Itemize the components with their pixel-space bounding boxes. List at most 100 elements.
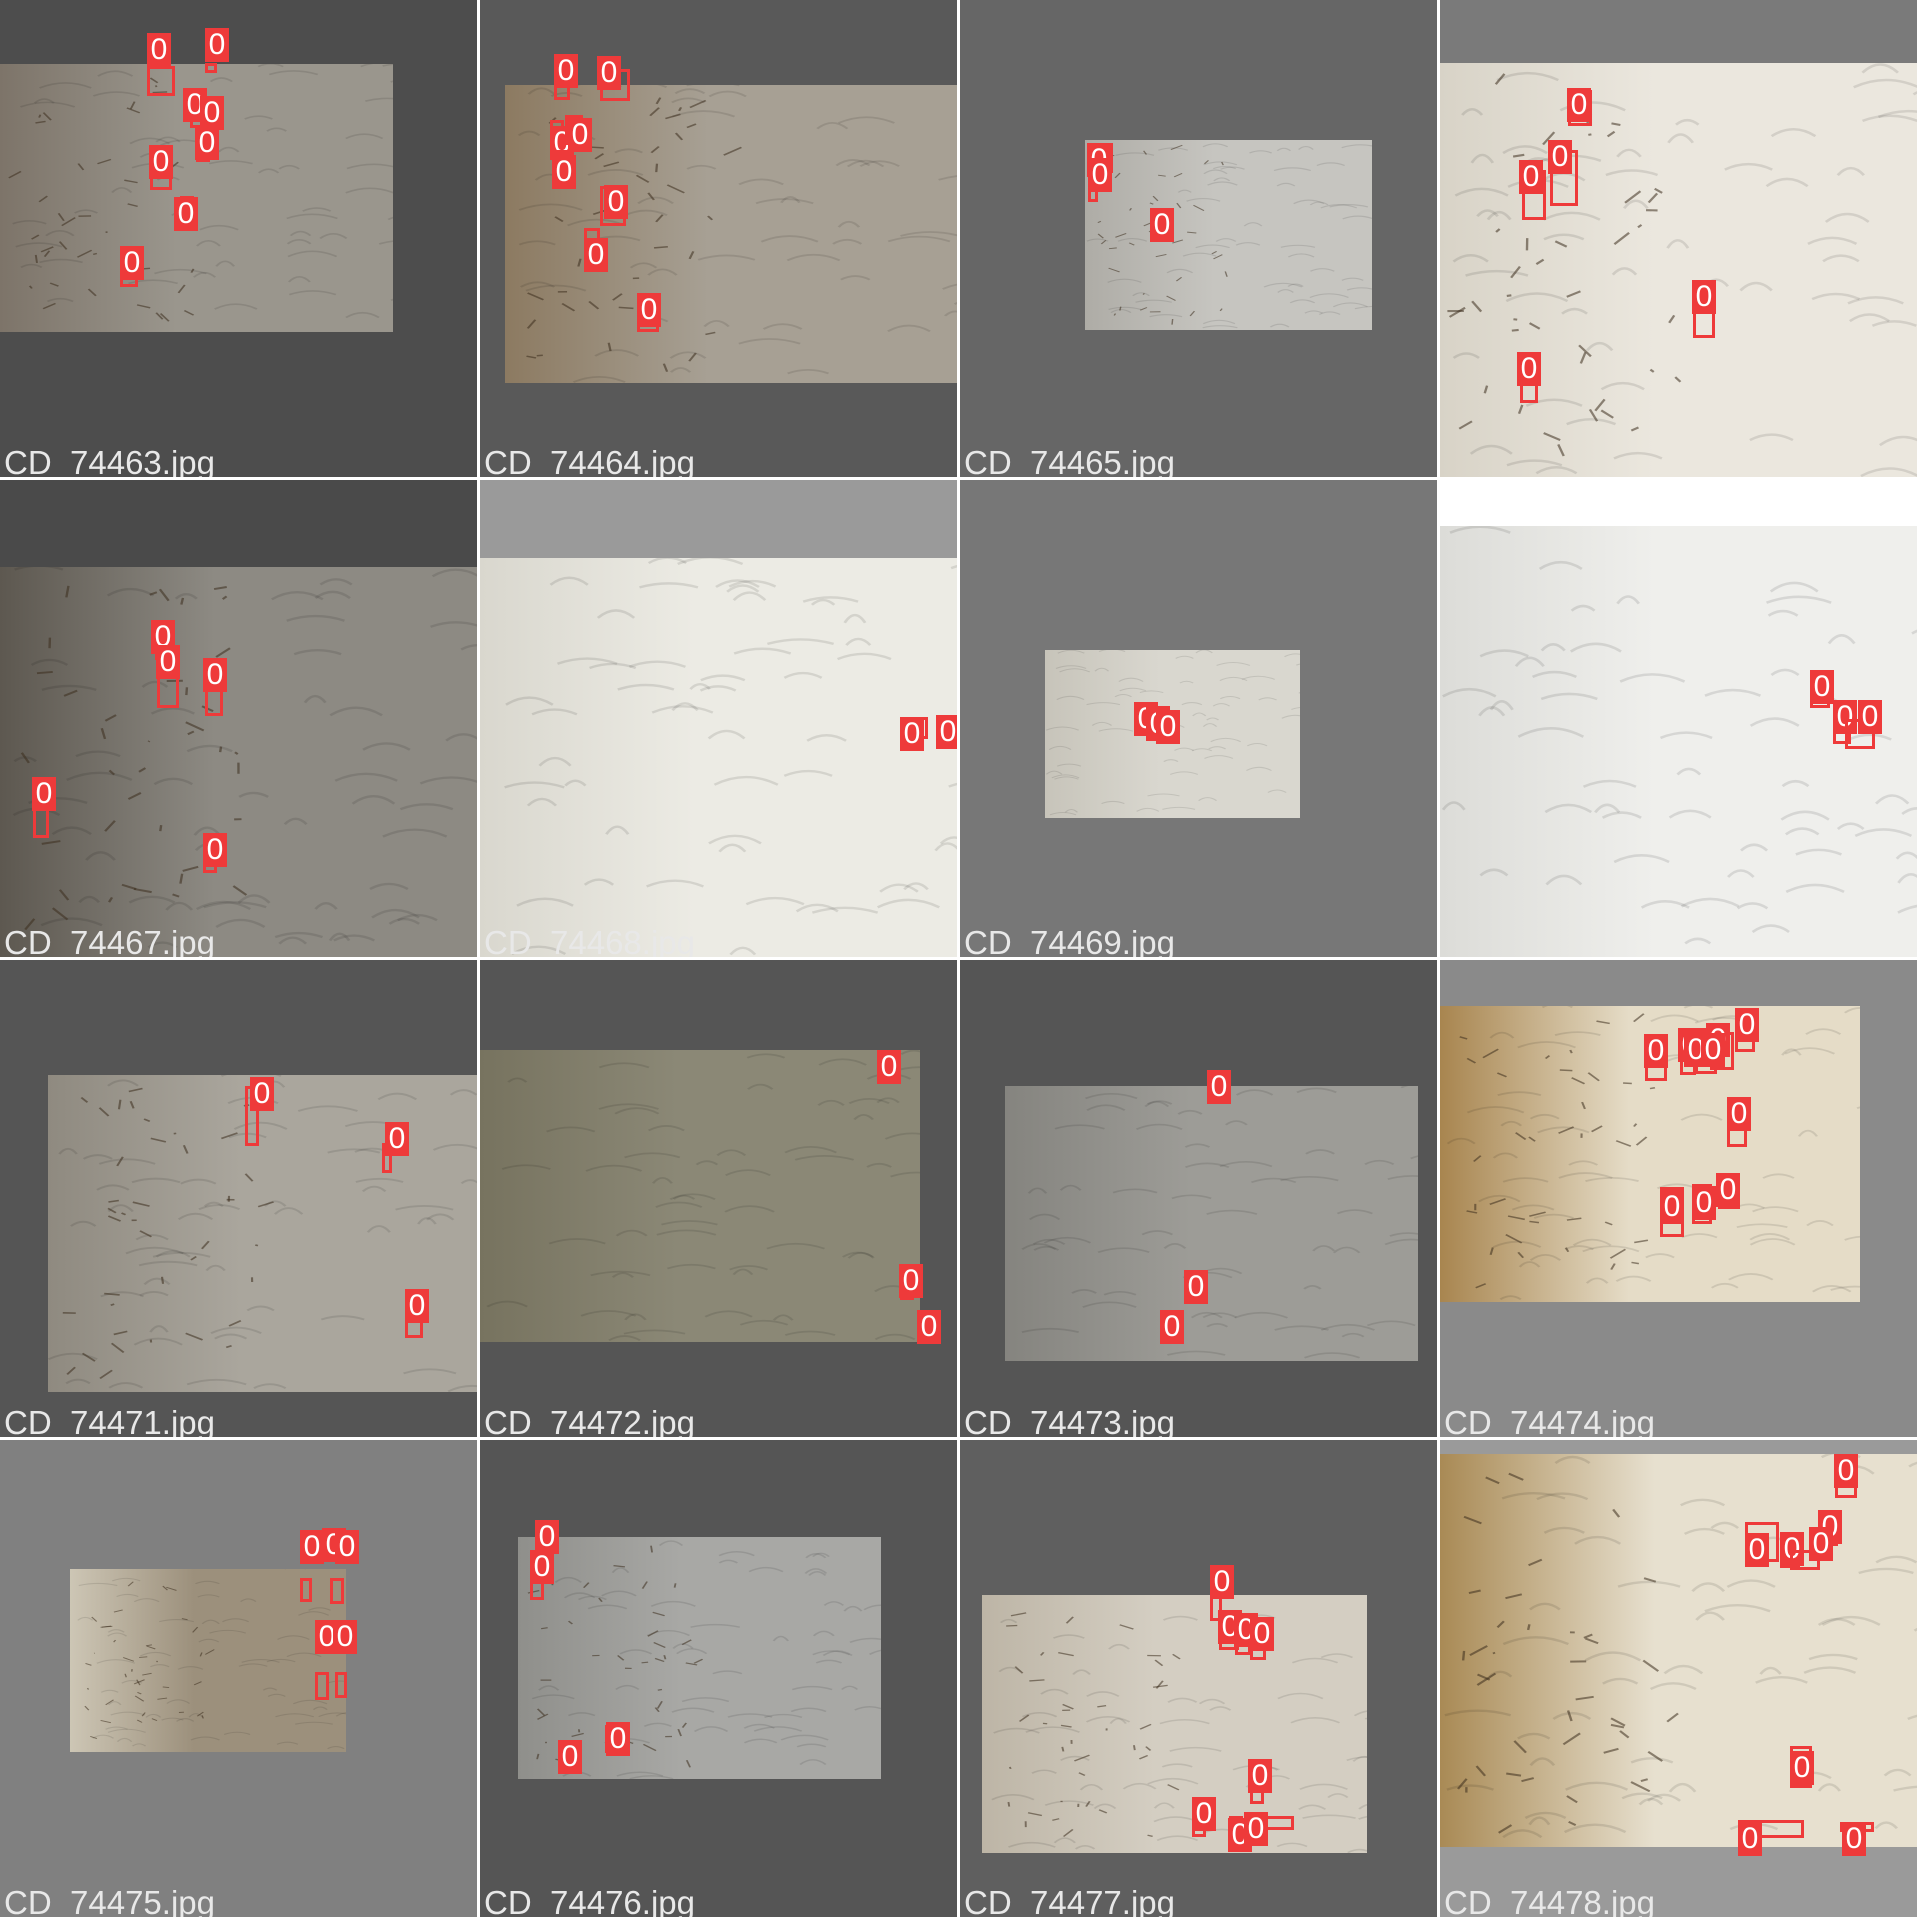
detection-class-label: 0 xyxy=(195,126,219,160)
detection-class-label: 0 xyxy=(877,1050,901,1084)
detection-class-label: 0 xyxy=(1644,1034,1668,1068)
mosaic-tile: 0 0 0 CD_74472.jpg xyxy=(480,960,957,1437)
beach-photo xyxy=(480,1050,920,1342)
image-filename: CD_74475.jpg xyxy=(4,1884,215,1917)
image-filename: CD_74468.jpg xyxy=(484,924,695,957)
detection-class-label: 0 xyxy=(149,145,173,179)
detection-class-label: 0 xyxy=(1207,1070,1231,1104)
detection-class-label: 0 xyxy=(1834,1454,1858,1488)
detection-class-label: 0 xyxy=(1192,1797,1216,1831)
sand-texture xyxy=(48,1075,477,1392)
detection-class-label: 0 xyxy=(1150,208,1174,242)
detection-class-label: 0 xyxy=(1660,1190,1684,1224)
detection-class-label: 0 xyxy=(1517,352,1541,386)
mosaic-tile: 0 0 0 0 0 CD_74475.jpg xyxy=(0,1440,477,1917)
detection-class-label: 0 xyxy=(32,777,56,811)
image-filename: CD_74474.jpg xyxy=(1444,1404,1655,1437)
image-filename: CD_74473.jpg xyxy=(964,1404,1175,1437)
detection-class-label: 0 xyxy=(335,1530,359,1564)
sand-texture xyxy=(1440,63,1917,477)
detection-class-label: 0 xyxy=(120,246,144,280)
mosaic-tile: 0 0 CD_74468.jpg xyxy=(480,480,957,957)
detection-class-label: 0 xyxy=(568,118,592,152)
beach-photo xyxy=(1440,63,1917,477)
detection-class-label: 0 xyxy=(552,155,576,189)
mosaic-tile: 0 0 0 CD_74471.jpg xyxy=(0,960,477,1437)
detection-class-label: 0 xyxy=(936,715,957,749)
beach-photo xyxy=(982,1595,1367,1853)
detection-class-label: 0 xyxy=(1184,1270,1208,1304)
sand-texture xyxy=(0,567,477,957)
detection-class-label: 0 xyxy=(1858,700,1882,734)
detection-box xyxy=(147,66,175,96)
detection-class-label: 0 xyxy=(1790,1751,1814,1785)
detection-class-label: 0 xyxy=(250,1077,274,1111)
image-filename: CD_74467.jpg xyxy=(4,924,215,957)
beach-photo xyxy=(480,558,957,957)
mosaic-tile: 0 0 0 0 0 CD_74467.jpg xyxy=(0,480,477,957)
detection-class-label: 0 xyxy=(1735,1008,1759,1042)
detection-class-label: 0 xyxy=(1833,700,1857,734)
detection-class-label: 0 xyxy=(174,197,198,231)
detection-class-label: 0 xyxy=(1210,1565,1234,1599)
image-filename: CD_74464.jpg xyxy=(484,444,695,477)
detection-class-label: 0 xyxy=(156,645,180,679)
image-filename: CD_74465.jpg xyxy=(964,444,1175,477)
detection-class-label: 0 xyxy=(1745,1533,1769,1567)
detection-class-label: 0 xyxy=(1567,88,1591,122)
detection-class-label: 0 xyxy=(1701,1033,1725,1067)
mosaic-tile: 0 0 0 0 0 0 0 0 CD_74477.jpg xyxy=(960,1440,1437,1917)
mosaic-tile: 0 0 0 0 CD_74476.jpg xyxy=(480,1440,957,1917)
detection-box xyxy=(335,1672,347,1698)
beach-photo xyxy=(1005,1086,1418,1361)
detection-box xyxy=(315,1672,329,1700)
beach-photo xyxy=(1085,140,1372,330)
detection-class-label: 0 xyxy=(203,658,227,692)
sand-texture xyxy=(982,1595,1367,1853)
detection-class-label: 0 xyxy=(900,717,924,751)
detection-class-label: 0 xyxy=(1548,140,1572,174)
detection-class-label: 0 xyxy=(917,1310,941,1344)
detection-class-label: 0 xyxy=(606,1722,630,1756)
sand-texture xyxy=(480,1050,920,1342)
detection-class-label: 0 xyxy=(205,28,229,62)
beach-photo xyxy=(48,1075,477,1392)
detection-class-label: 0 xyxy=(1692,280,1716,314)
mosaic-tile: 0 0 0 CD_74473.jpg xyxy=(960,960,1437,1437)
detection-class-label: 0 xyxy=(200,96,224,130)
detection-box xyxy=(205,63,217,73)
beach-photo xyxy=(0,567,477,957)
beach-photo xyxy=(1440,1454,1917,1847)
detection-class-label: 0 xyxy=(558,1740,582,1774)
detection-class-label: 0 xyxy=(1519,160,1543,194)
sand-texture xyxy=(1440,1454,1917,1847)
detection-class-label: 0 xyxy=(1248,1759,1272,1793)
mosaic-tile: 0 0 0 0 0 0 0 0 CD_74464.jpg xyxy=(480,0,957,477)
detection-class-label: 0 xyxy=(300,1530,324,1564)
image-filename: CD_74471.jpg xyxy=(4,1404,215,1437)
sand-texture xyxy=(480,558,957,957)
image-filename: CD_74478.jpg xyxy=(1444,1884,1655,1917)
detection-class-label: 0 xyxy=(1738,1822,1762,1856)
mosaic-tile: 0 0 0 0 0 0 0 0 CD_74463.jpg xyxy=(0,0,477,477)
detection-class-label: 0 xyxy=(203,833,227,867)
detection-class-label: 0 xyxy=(333,1620,357,1654)
detection-class-label: 0 xyxy=(554,54,578,88)
detection-class-label: 0 xyxy=(1809,1527,1833,1561)
detection-class-label: 0 xyxy=(597,56,621,90)
detection-class-label: 0 xyxy=(1716,1173,1740,1207)
sand-texture xyxy=(1005,1086,1418,1361)
image-filename: CD_74476.jpg xyxy=(484,1884,695,1917)
detection-class-label: 0 xyxy=(530,1550,554,1584)
detection-class-label: 0 xyxy=(1250,1617,1274,1651)
detection-class-label: 0 xyxy=(637,293,661,327)
detection-class-label: 0 xyxy=(405,1289,429,1323)
image-filename: CD_74472.jpg xyxy=(484,1404,695,1437)
detection-class-label: 0 xyxy=(1692,1186,1716,1220)
detection-class-label: 0 xyxy=(535,1520,559,1554)
